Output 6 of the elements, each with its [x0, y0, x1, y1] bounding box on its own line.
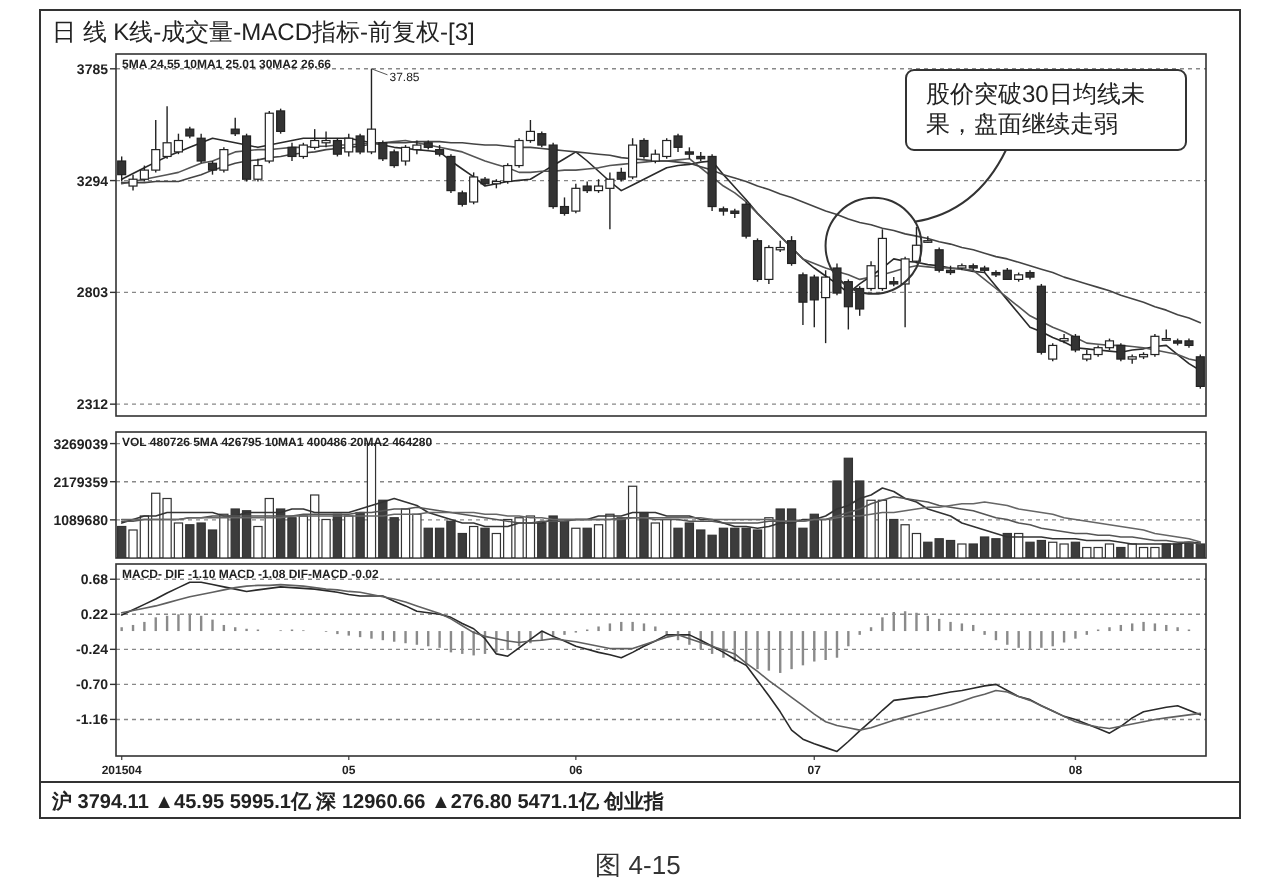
annotation: 股价突破30日均线未果，盘面继续走弱 [926, 80, 1145, 138]
text: 沪 3794.11 ▲45.95 5995.1亿 深 12960.66 ▲276.80 5471.1亿 创业指 [50, 790, 665, 814]
candlestick [446, 153, 456, 194]
caption: 图 4-15 [595, 850, 681, 880]
chart-title: 日 线 K线-成交量-MACD指标-前复权-[3] [52, 18, 475, 46]
candlestick [230, 117, 240, 137]
